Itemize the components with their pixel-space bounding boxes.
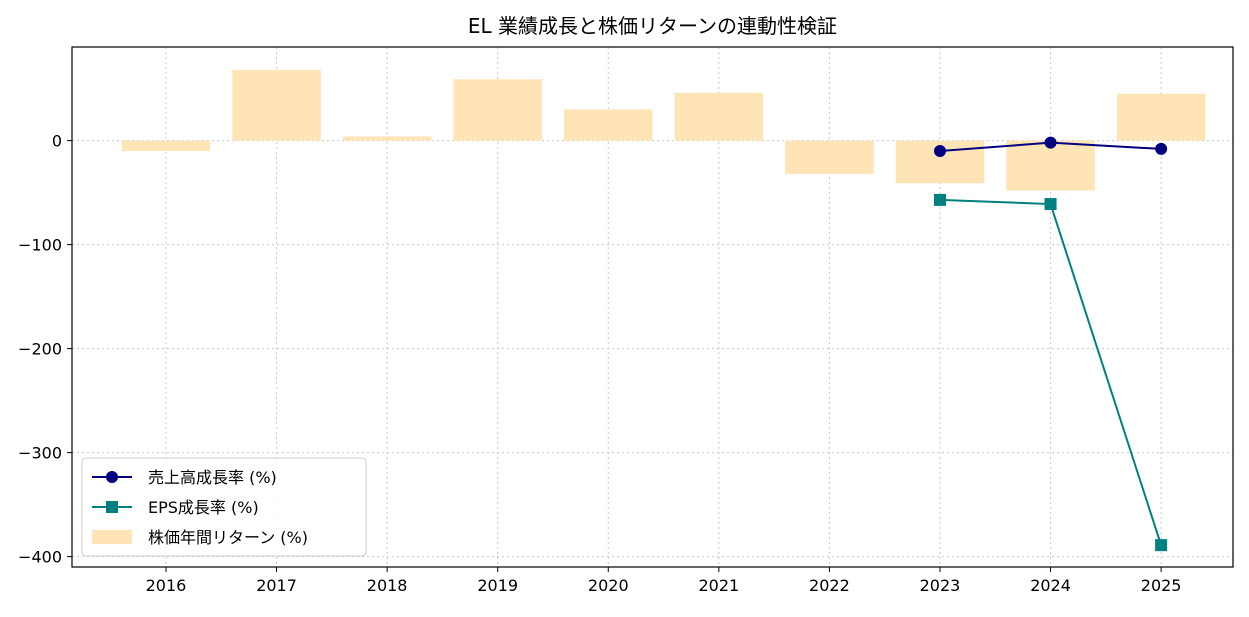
y-tick-label: −200 — [18, 340, 62, 359]
x-tick-label: 2022 — [809, 576, 850, 595]
legend-label: EPS成長率 (%) — [148, 498, 259, 517]
x-tick-label: 2019 — [477, 576, 518, 595]
legend-marker — [106, 501, 118, 513]
legend-label: 株価年間リターン (%) — [148, 528, 308, 547]
line-layer — [933, 136, 1168, 552]
bar — [564, 109, 653, 141]
bar-layer — [121, 69, 1206, 191]
chart-title: EL 業績成長と株価リターンの連動性検証 — [468, 14, 837, 38]
y-tick-label: −300 — [18, 444, 62, 463]
x-tick-label: 2021 — [698, 576, 739, 595]
data-point — [1155, 142, 1168, 155]
bar — [1006, 140, 1095, 191]
x-tick-label: 2020 — [588, 576, 629, 595]
x-tick-label: 2025 — [1141, 576, 1182, 595]
bar — [674, 92, 764, 141]
axis-layer: 2016 2017 2018 2019 2020 2021 2022 2023 2024 2025… — [18, 132, 1181, 595]
x-tick-label: 2018 — [367, 576, 408, 595]
bar — [342, 136, 432, 141]
y-tick-label: −100 — [18, 236, 62, 255]
data-point — [1044, 136, 1057, 149]
legend-label: 売上高成長率 (%) — [148, 468, 277, 487]
bar — [121, 140, 211, 151]
legend-box — [81, 457, 367, 557]
data-point — [933, 145, 946, 157]
bar — [1116, 93, 1206, 141]
x-tick-label: 2023 — [920, 576, 961, 595]
y-tick-label: 0 — [52, 132, 62, 151]
legend-marker — [106, 471, 118, 483]
x-tick-label: 2016 — [146, 576, 187, 595]
bar — [232, 69, 321, 141]
x-tick-label: 2024 — [1030, 576, 1071, 595]
data-point — [1155, 539, 1168, 552]
data-point — [933, 193, 946, 206]
x-tick-label: 2017 — [256, 576, 297, 595]
legend-swatch — [92, 530, 132, 544]
bar — [453, 79, 542, 141]
plot-frame — [71, 46, 1234, 568]
y-tick-label: −400 — [18, 548, 62, 567]
bar — [785, 140, 874, 174]
data-point — [1044, 198, 1057, 211]
legend: 売上高成長率 (%) EPS成長率 (%) 株価年間リターン (%) — [81, 457, 367, 557]
